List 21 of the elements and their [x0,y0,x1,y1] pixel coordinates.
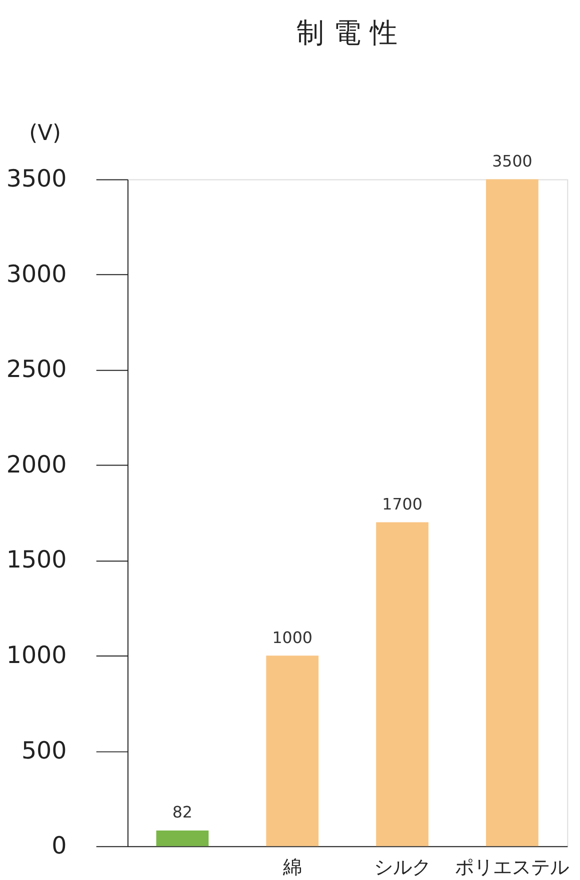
y-tick-label: 2500 [6,355,67,384]
y-tick-label: 2000 [6,450,67,478]
y-tick-label: 500 [21,736,67,764]
y-tick-label: 0 [52,832,67,860]
x-tick-label: シルク [374,857,431,878]
y-axis-title: (V) [29,121,61,146]
bar [156,830,209,846]
bar [376,522,428,846]
data-label: 1000 [272,628,312,647]
chart-title: 制 電 性 [296,16,398,49]
bar [266,656,319,846]
data-label: 3500 [492,151,532,170]
y-tick-label: 1000 [6,641,67,670]
data-label: 82 [172,802,192,822]
bar [486,179,538,846]
y-tick-label: 1500 [6,546,67,574]
y-tick-label: 3000 [6,260,67,288]
x-tick-label: 綿 [282,857,302,878]
x-tick-label: ポリエステル [455,857,570,878]
data-label: 1700 [382,494,422,514]
y-tick-label: 3500 [6,164,67,193]
